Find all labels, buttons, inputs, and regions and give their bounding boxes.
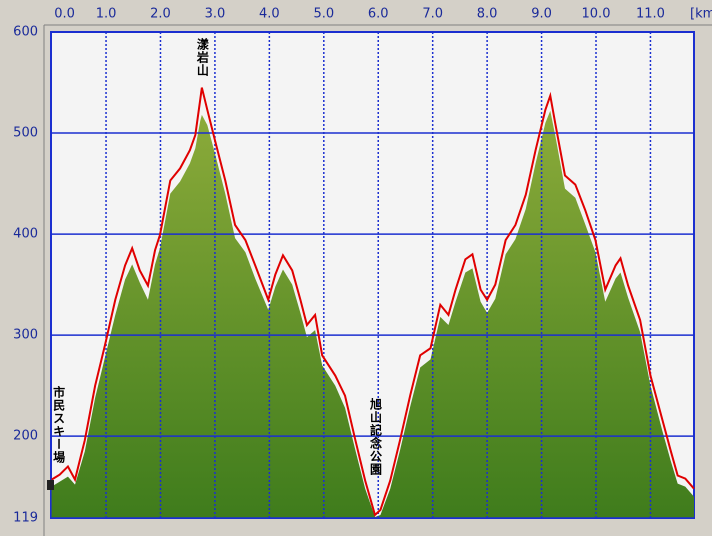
terrain-area bbox=[51, 110, 695, 518]
x-tick-label: 3.0 bbox=[205, 7, 226, 22]
x-tick-label: 1.0 bbox=[96, 7, 117, 22]
x-tick-label: 11.0 bbox=[636, 7, 665, 22]
annotation: 旭山記念公園 bbox=[368, 397, 382, 476]
x-tick-label: 10.0 bbox=[582, 7, 611, 22]
y-tick-label: 200 bbox=[13, 429, 38, 444]
x-tick-label: 0.0 bbox=[54, 7, 75, 22]
y-tick-label: 400 bbox=[13, 227, 38, 242]
x-tick-label: 8.0 bbox=[477, 7, 498, 22]
start-marker bbox=[47, 480, 54, 490]
x-axis-label: [km bbox=[690, 7, 712, 22]
x-tick-label: 5.0 bbox=[313, 7, 334, 22]
elevation-line bbox=[51, 87, 695, 517]
annotation: 市民スキー場 bbox=[52, 385, 66, 464]
y-tick-label: 119 bbox=[13, 511, 38, 526]
x-tick-label: 9.0 bbox=[531, 7, 552, 22]
x-tick-label: 7.0 bbox=[422, 7, 443, 22]
y-tick-label: 300 bbox=[13, 328, 38, 343]
annotation: 漾岩山 bbox=[195, 37, 209, 77]
y-tick-label: 600 bbox=[13, 25, 38, 40]
y-tick-label: 500 bbox=[13, 126, 38, 141]
x-tick-label: 6.0 bbox=[368, 7, 389, 22]
x-tick-label: 4.0 bbox=[259, 7, 280, 22]
x-tick-label: 2.0 bbox=[150, 7, 171, 22]
